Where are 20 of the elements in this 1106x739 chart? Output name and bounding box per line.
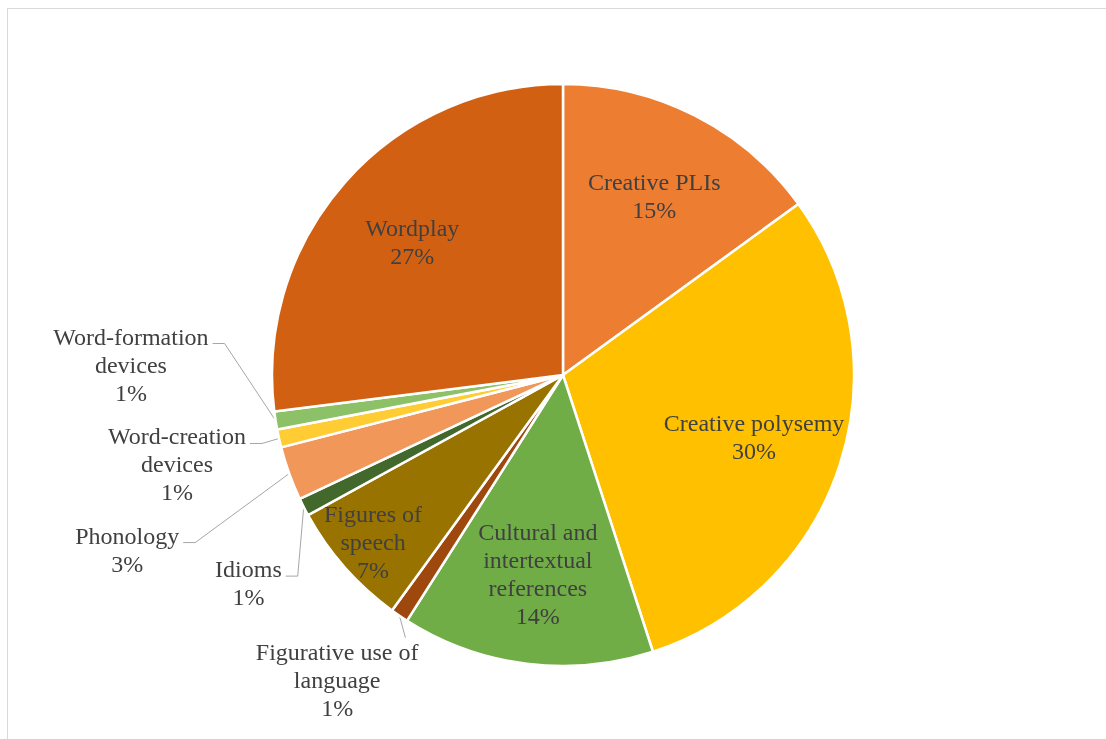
data-label: 7% bbox=[357, 557, 390, 584]
data-label: 1% bbox=[232, 584, 265, 611]
data-label: 1% bbox=[114, 379, 147, 406]
slice-label: Cultural and intertextual references bbox=[478, 519, 598, 602]
data-label: 3% bbox=[111, 550, 144, 577]
data-label: 30% bbox=[732, 438, 777, 465]
slice-label: Idioms bbox=[215, 556, 282, 583]
slice-label: Creative PLIs bbox=[587, 169, 721, 196]
slice-label: Word-creation devices bbox=[108, 423, 247, 478]
data-label: 1% bbox=[161, 479, 194, 506]
slice-label: Wordplay bbox=[365, 215, 460, 242]
slice-label: Creative polysemy bbox=[663, 410, 845, 437]
data-label: 27% bbox=[390, 243, 435, 270]
slice-label: Word-formation devices bbox=[53, 323, 209, 378]
data-label: 14% bbox=[515, 603, 560, 630]
slice-label: Phonology bbox=[75, 522, 180, 549]
slice-label: Figurative use of language bbox=[255, 638, 419, 693]
data-label: 15% bbox=[632, 197, 677, 224]
data-label: 1% bbox=[321, 694, 354, 721]
slice-label: Figures of speech bbox=[324, 501, 423, 556]
